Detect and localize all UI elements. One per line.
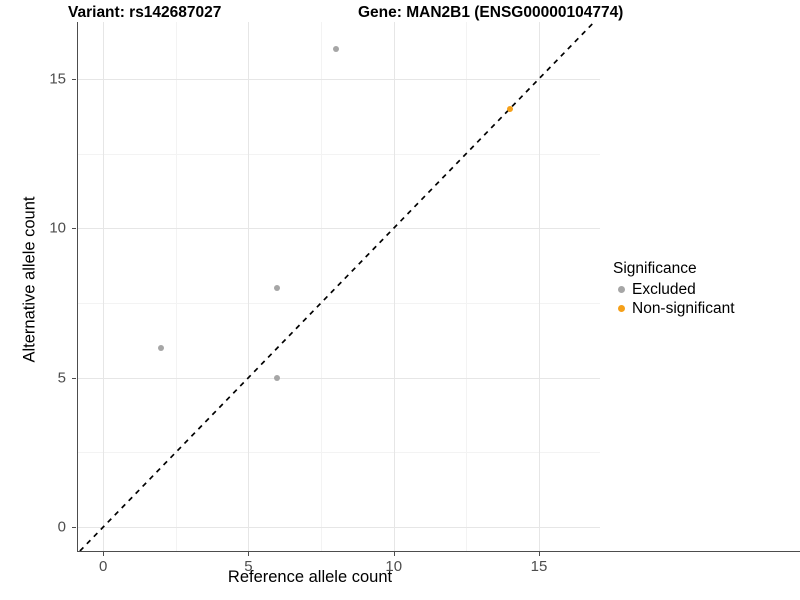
- y-axis-label: Alternative allele count: [20, 196, 39, 363]
- gridline-h-major: [77, 527, 600, 529]
- x-tick-label: 10: [385, 558, 403, 575]
- gridline-h-major: [77, 228, 600, 230]
- legend-title: Significance: [613, 260, 697, 277]
- gridlines: [77, 22, 600, 551]
- y-tick-mark: [72, 78, 76, 80]
- x-tick-label: 0: [98, 558, 108, 575]
- gridline-v-major: [393, 22, 395, 551]
- x-tick-mark: [393, 552, 395, 556]
- variant-title: Variant: rs142687027: [68, 4, 222, 21]
- y-axis-line: [77, 22, 79, 552]
- gridline-h-minor: [77, 153, 600, 155]
- legend-item-label: Non-significant: [632, 299, 735, 317]
- gridline-h-minor: [77, 302, 600, 304]
- x-tick-label: 5: [244, 558, 253, 575]
- legend-swatch-icon: [613, 286, 630, 293]
- gridline-h-major: [77, 377, 600, 379]
- y-tick-mark: [72, 377, 76, 379]
- gridline-h-major: [77, 78, 600, 80]
- gridline-v-major: [248, 22, 250, 551]
- scatter-plot-panel: [77, 21, 600, 552]
- x-axis-line: [77, 551, 800, 553]
- data-point: [506, 105, 513, 112]
- y-tick-label: 15: [49, 70, 66, 88]
- legend: Significance Excluded Non-significant: [613, 260, 735, 318]
- data-point: [274, 284, 281, 291]
- legend-item-label: Excluded: [632, 280, 696, 298]
- gridline-h-minor: [77, 452, 600, 454]
- dot-icon: [618, 286, 625, 293]
- y-tick-label: 10: [49, 219, 66, 237]
- data-point: [274, 374, 281, 381]
- gridline-v-minor: [175, 22, 177, 551]
- legend-items: Excluded Non-significant: [613, 280, 735, 318]
- y-tick-mark: [72, 228, 76, 230]
- y-tick-label: 5: [57, 369, 66, 387]
- gridline-v-major: [103, 22, 105, 551]
- y-tick-label: 0: [57, 518, 66, 536]
- y-tick-mark: [72, 527, 76, 529]
- data-point: [158, 344, 165, 351]
- gridline-v-major: [538, 22, 540, 551]
- x-axis-label: Reference allele count: [227, 568, 393, 586]
- x-tick-label: 15: [530, 558, 548, 575]
- x-tick-mark: [248, 552, 250, 556]
- x-tick-mark: [538, 552, 540, 556]
- data-point: [332, 45, 339, 52]
- x-tick-mark: [103, 552, 105, 556]
- gridline-v-minor: [321, 22, 323, 551]
- legend-item-excluded[interactable]: Excluded: [613, 280, 735, 299]
- dot-icon: [618, 305, 625, 312]
- legend-swatch-icon: [613, 305, 630, 312]
- gridline-v-minor: [466, 22, 468, 551]
- gene-title: Gene: MAN2B1 (ENSG00000104774): [358, 4, 624, 21]
- legend-item-non-significant[interactable]: Non-significant: [613, 299, 735, 318]
- identity-reference-line: [79, 21, 595, 552]
